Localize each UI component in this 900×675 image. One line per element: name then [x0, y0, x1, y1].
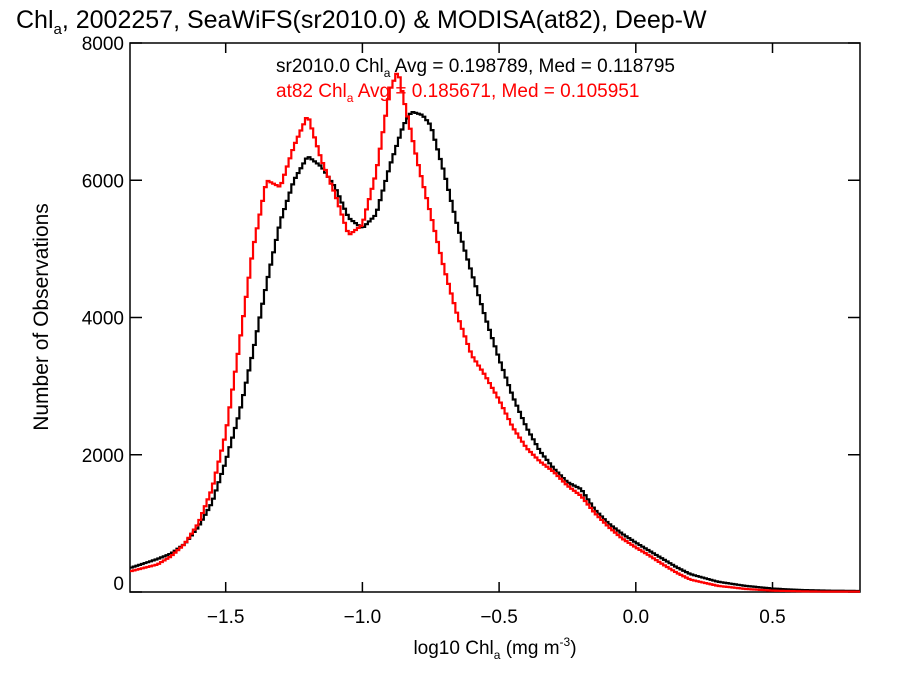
series-group — [130, 72, 860, 593]
x-axis-label: log10 Chla (mg m-3) — [413, 635, 576, 662]
annotation-at82: at82 Chla Avg = 0.185671, Med = 0.105951 — [276, 81, 639, 105]
x-tick-label: 0.0 — [623, 607, 649, 628]
y-tick-label: 0 — [113, 574, 124, 595]
series-at82-line — [130, 72, 860, 593]
x-axis-label-pre: log10 Chl — [413, 638, 493, 659]
series-sr2010-line — [130, 110, 860, 593]
x-axis-label-sub: a — [494, 648, 501, 662]
annotation-at82-pre: at82 Chl — [276, 81, 347, 102]
x-tick-label: −0.5 — [480, 607, 518, 628]
annotation-sr2010-post: Avg = 0.198789, Med = 0.118795 — [390, 56, 675, 77]
x-axis-label-mid: (mg m — [500, 638, 559, 659]
y-tick-label: 6000 — [82, 171, 124, 192]
plot-frame — [129, 42, 861, 593]
annotation-sr2010-sub: a — [384, 66, 391, 80]
x-tick-label: −1.5 — [207, 607, 245, 628]
y-tick-label: 4000 — [82, 309, 124, 330]
annotation-at82-post: Avg = 0.185671, Med = 0.105951 — [353, 81, 639, 102]
annotation-sr2010: sr2010.0 Chla Avg = 0.198789, Med = 0.11… — [276, 56, 675, 80]
y-tick-label: 2000 — [82, 446, 124, 467]
x-axis-ticks: −1.5 −1.0 −0.5 0.0 0.5 — [207, 43, 786, 628]
chart-title-rest: , 2002257, SeaWiFS(sr2010.0) & MODISA(at… — [62, 6, 707, 34]
annotation-sr2010-pre: sr2010.0 Chl — [276, 56, 384, 77]
x-axis-label-post: ) — [570, 638, 576, 659]
x-tick-label: −1.0 — [344, 607, 382, 628]
annotation-at82-sub: a — [347, 91, 354, 105]
chart-title-subscript: a — [54, 21, 63, 38]
chart-title-main: Chl — [16, 6, 54, 34]
chart-title: Chla, 2002257, SeaWiFS(sr2010.0) & MODIS… — [16, 6, 707, 38]
y-axis-label: Number of Observations — [30, 203, 53, 431]
y-tick-label: 8000 — [82, 34, 124, 55]
y-axis-ticks: 0 2000 4000 6000 8000 — [82, 34, 860, 595]
x-tick-label: 0.5 — [759, 607, 785, 628]
x-axis-label-sup: -3 — [560, 635, 571, 649]
